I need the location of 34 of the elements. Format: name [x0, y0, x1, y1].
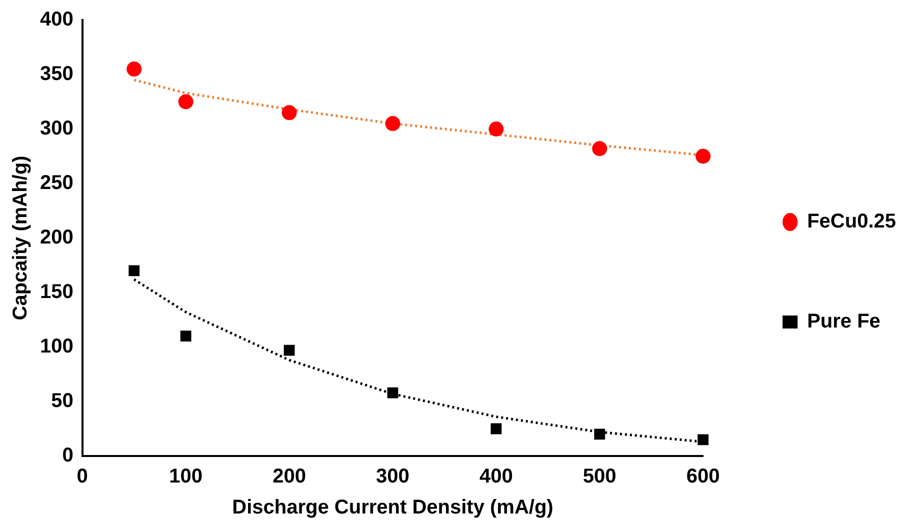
point	[282, 105, 297, 120]
x-tick-label: 0	[76, 466, 88, 488]
y-tick-label: 0	[62, 444, 74, 467]
y-tick-label: 350	[40, 63, 74, 86]
y-tick-label: 100	[40, 336, 74, 358]
y-tick-label: 150	[40, 281, 74, 304]
point	[490, 423, 502, 434]
point	[387, 387, 398, 398]
x-tick-label: 300	[376, 466, 410, 488]
y-tick-label: 300	[40, 118, 74, 140]
point	[126, 62, 142, 77]
point	[385, 116, 400, 132]
point	[594, 428, 606, 440]
point	[128, 265, 140, 276]
x-tick-label: 500	[582, 466, 616, 488]
y-tick-label: 50	[51, 390, 74, 412]
x-tick-label: 600	[686, 466, 720, 488]
y-tick-label: 250	[40, 172, 74, 194]
y-tick-label: 400	[40, 8, 74, 31]
legend-label: Pure Fe	[807, 310, 880, 333]
y-tick-label: 200	[40, 226, 74, 249]
point	[178, 94, 194, 110]
x-axis-title: Discharge Current Density (mA/g)	[232, 496, 554, 519]
point	[592, 141, 608, 156]
point	[696, 148, 711, 164]
x-tick-label: 100	[169, 466, 203, 488]
x-tick-label: 400	[479, 466, 513, 488]
x-tick-label: 200	[272, 466, 306, 488]
point	[698, 434, 709, 446]
point	[488, 122, 504, 136]
y-axis-title: Capcaity (mAh/g)	[10, 156, 32, 320]
legend-label: FeCu0.25	[807, 210, 896, 233]
point	[284, 344, 295, 356]
point	[180, 330, 192, 342]
